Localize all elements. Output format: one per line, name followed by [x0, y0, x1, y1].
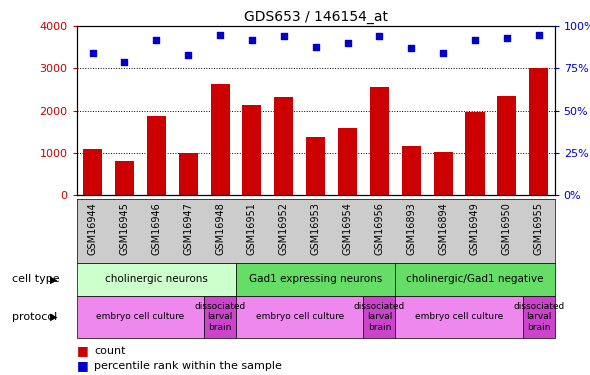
Bar [497, 96, 516, 195]
Point [183, 52, 193, 58]
Bar [395, 296, 523, 338]
Text: GSM16953: GSM16953 [311, 202, 320, 255]
Text: GSM16954: GSM16954 [343, 202, 352, 255]
Bar [211, 84, 230, 195]
Text: cholinergic neurons: cholinergic neurons [105, 274, 208, 284]
Point [152, 37, 161, 43]
Text: GSM16947: GSM16947 [183, 202, 193, 255]
Point [470, 37, 480, 43]
Bar [466, 112, 484, 195]
Text: GSM16949: GSM16949 [470, 202, 480, 255]
Text: ▶: ▶ [50, 274, 58, 284]
Bar [77, 262, 236, 296]
Point [407, 45, 416, 51]
Bar [77, 296, 204, 338]
Text: GSM16955: GSM16955 [534, 202, 543, 255]
Bar [147, 116, 166, 195]
Bar [434, 152, 453, 195]
Text: protocol: protocol [12, 312, 57, 322]
Bar [338, 128, 357, 195]
Text: cholinergic/Gad1 negative: cholinergic/Gad1 negative [406, 274, 544, 284]
Text: GSM16944: GSM16944 [88, 202, 97, 255]
Bar [179, 153, 198, 195]
Bar [363, 296, 395, 338]
Bar [306, 137, 325, 195]
Point [534, 32, 543, 38]
Text: dissociated
larval
brain: dissociated larval brain [513, 302, 564, 332]
Text: embryo cell culture: embryo cell culture [415, 312, 503, 321]
Text: GSM16948: GSM16948 [215, 202, 225, 255]
Point [343, 40, 352, 46]
Bar [274, 97, 293, 195]
Text: dissociated
larval
brain: dissociated larval brain [195, 302, 245, 332]
Title: GDS653 / 146154_at: GDS653 / 146154_at [244, 10, 388, 24]
Point [311, 44, 320, 50]
Text: GSM16952: GSM16952 [279, 202, 289, 255]
Point [279, 33, 289, 39]
Bar [529, 68, 548, 195]
Text: ■: ■ [77, 344, 88, 357]
Text: GSM16893: GSM16893 [407, 202, 416, 255]
Point [88, 50, 97, 56]
Bar [236, 296, 363, 338]
Point [120, 58, 129, 64]
Bar [204, 296, 236, 338]
Text: ▶: ▶ [50, 312, 58, 322]
Text: GSM16894: GSM16894 [438, 202, 448, 255]
Text: count: count [94, 346, 126, 355]
Bar [115, 161, 134, 195]
Point [438, 50, 448, 56]
Text: percentile rank within the sample: percentile rank within the sample [94, 361, 282, 370]
Bar [236, 262, 395, 296]
Bar [395, 262, 555, 296]
Bar [242, 105, 261, 195]
Text: ■: ■ [77, 359, 88, 372]
Point [375, 33, 384, 39]
Point [215, 32, 225, 38]
Text: GSM16951: GSM16951 [247, 202, 257, 255]
Bar [523, 296, 555, 338]
Text: GSM16956: GSM16956 [375, 202, 384, 255]
Bar [370, 87, 389, 195]
Text: Gad1 expressing neurons: Gad1 expressing neurons [249, 274, 382, 284]
Text: GSM16950: GSM16950 [502, 202, 512, 255]
Bar [402, 146, 421, 195]
Text: dissociated
larval
brain: dissociated larval brain [354, 302, 405, 332]
Text: GSM16945: GSM16945 [120, 202, 129, 255]
Text: embryo cell culture: embryo cell culture [255, 312, 344, 321]
Bar [83, 148, 102, 195]
Text: embryo cell culture: embryo cell culture [96, 312, 185, 321]
Point [502, 35, 512, 41]
Text: GSM16946: GSM16946 [152, 202, 161, 255]
Point [247, 37, 257, 43]
Text: cell type: cell type [12, 274, 60, 284]
